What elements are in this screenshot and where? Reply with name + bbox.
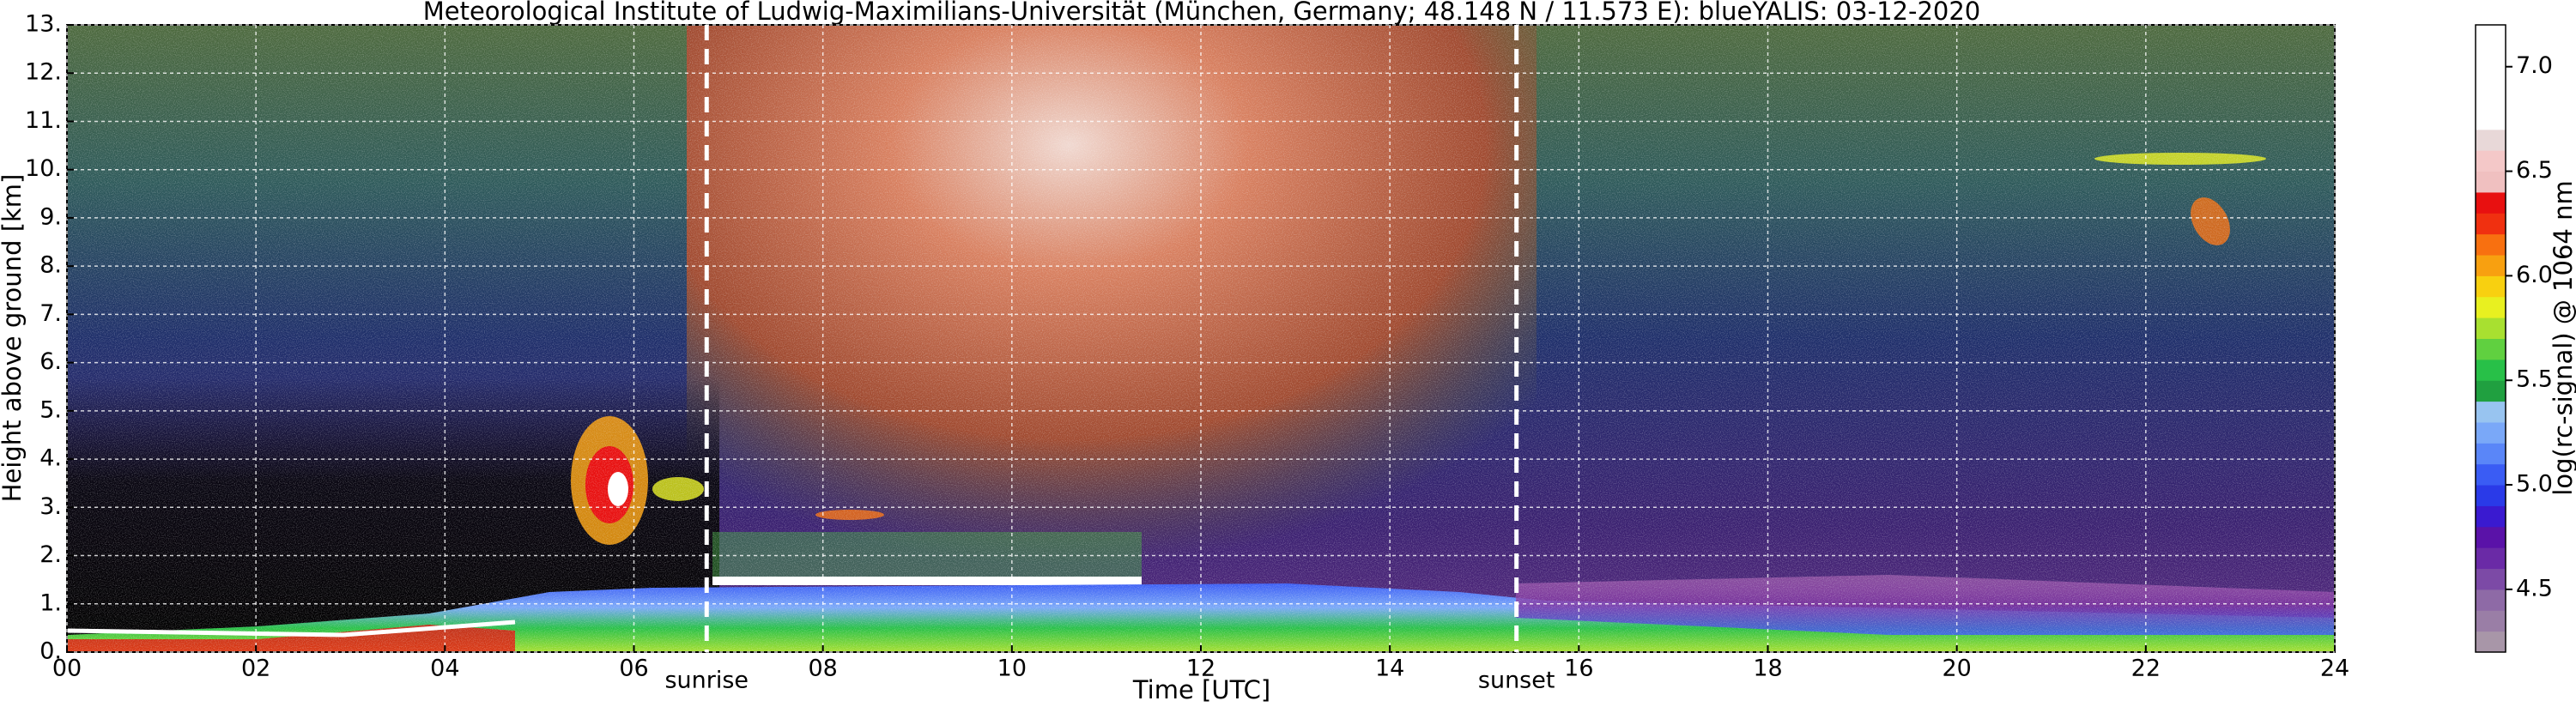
y-tick-label: 3.	[39, 493, 62, 520]
colorbar-segment	[2476, 443, 2506, 465]
x-axis-label: Time [UTC]	[1132, 675, 1270, 704]
x-tick-label: 18	[1753, 656, 1782, 682]
x-tick-label: 06	[619, 656, 648, 682]
colorbar-segment	[2476, 421, 2506, 444]
y-axis-label: Height above ground [km]	[0, 174, 27, 503]
colorbar-tick-label: 4.5	[2516, 575, 2553, 601]
colorbar-frame	[2475, 24, 2506, 653]
annotation-label: sunrise	[664, 668, 749, 694]
y-tick-label: 12.	[25, 59, 62, 86]
y-tick-label: 8.	[39, 252, 62, 279]
colorbar-segment	[2476, 191, 2506, 214]
y-tick-label: 1.	[39, 589, 62, 616]
x-tick-label: 02	[241, 656, 270, 682]
x-tick-label: 22	[2131, 656, 2161, 682]
annotation-label: sunset	[1478, 668, 1555, 694]
colorbar-segment	[2476, 171, 2506, 193]
x-tick-label: 00	[52, 656, 82, 682]
colorbar-segment	[2476, 108, 2506, 130]
y-tick-label: 4.	[39, 445, 62, 472]
heatmap	[67, 25, 2335, 652]
colorbar-segment	[2476, 66, 2506, 88]
y-tick-label: 10.	[25, 155, 62, 182]
colorbar-segment	[2476, 88, 2506, 109]
x-tick-label: 16	[1564, 656, 1593, 682]
y-tick-label: 2.	[39, 541, 62, 568]
colorbar-segment	[2476, 505, 2506, 528]
colorbar-segment	[2476, 547, 2506, 570]
colorbar-segment	[2476, 610, 2506, 632]
colorbar-segment	[2476, 25, 2506, 46]
y-tick-label: 6.	[39, 348, 62, 375]
colorbar-segment	[2476, 45, 2506, 68]
colorbar-segment	[2476, 255, 2506, 276]
colorbar-segment	[2476, 275, 2506, 298]
colorbar-segment	[2476, 317, 2506, 339]
colorbar-segment	[2476, 129, 2506, 151]
x-tick-label: 20	[1942, 656, 1971, 682]
y-tick-label: 11.	[25, 107, 62, 134]
x-tick-label: 24	[2320, 656, 2349, 682]
y-tick-label: 7.	[39, 300, 62, 327]
colorbar-segment	[2476, 380, 2506, 402]
x-tick-label: 12	[1186, 656, 1215, 682]
colorbar-segment	[2476, 485, 2506, 506]
colorbar-tick-label: 7.0	[2516, 52, 2553, 79]
colorbar-segment	[2476, 359, 2506, 381]
y-tick-label: 13.	[25, 11, 62, 38]
colorbar-segment	[2476, 233, 2506, 256]
colorbar-segment	[2476, 338, 2506, 360]
colorbar-segment	[2476, 589, 2506, 611]
y-tick-label: 0.	[39, 638, 62, 665]
chart-title: Meteorological Institute of Ludwig-Maxim…	[423, 0, 1981, 26]
x-tick-label: 10	[997, 656, 1027, 682]
colorbar-tick-label: 5.0	[2516, 471, 2553, 498]
colorbar-tick-label: 6.0	[2516, 262, 2553, 288]
x-tick-label: 08	[808, 656, 837, 682]
colorbar-segment	[2476, 401, 2506, 423]
colorbar-segment	[2476, 463, 2506, 486]
y-tick-label: 5.	[39, 396, 62, 423]
y-tick-label: 9.	[39, 203, 62, 230]
colorbar-segment	[2476, 213, 2506, 235]
colorbar-segment	[2476, 568, 2506, 590]
colorbar-tick-label: 6.5	[2516, 157, 2553, 184]
x-tick-label: 04	[430, 656, 459, 682]
colorbar-tick-label: 5.5	[2516, 366, 2553, 393]
x-tick-label: 14	[1375, 656, 1404, 682]
colorbar-segment	[2476, 150, 2506, 172]
colorbar-label: log(rc-signal) @ 1064 nm	[2549, 180, 2576, 495]
colorbar-segment	[2476, 631, 2506, 653]
colorbar-segment	[2476, 296, 2506, 318]
colorbar-segment	[2476, 526, 2506, 548]
noise	[67, 25, 2335, 652]
